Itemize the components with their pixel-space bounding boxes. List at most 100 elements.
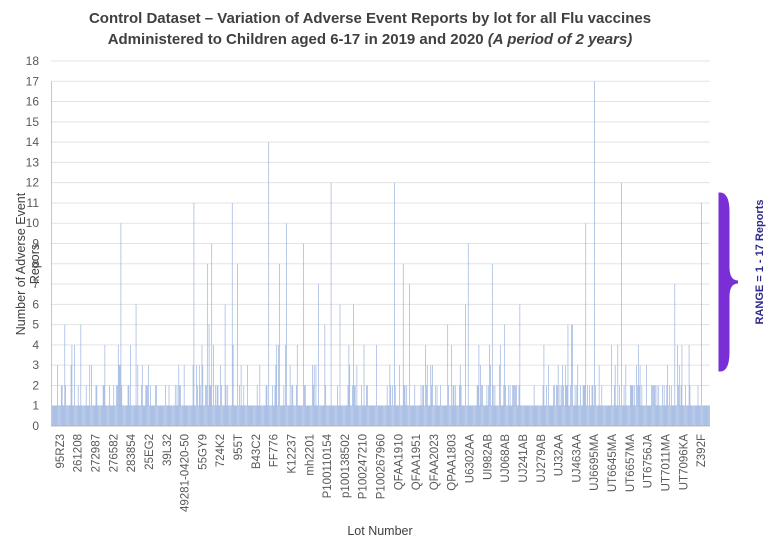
bar bbox=[410, 405, 411, 426]
bar bbox=[698, 405, 700, 426]
bar bbox=[405, 405, 407, 426]
x-tick-label: 49281-0420-50 bbox=[180, 434, 192, 512]
bar bbox=[676, 405, 677, 426]
bar bbox=[469, 405, 471, 426]
bar bbox=[706, 405, 708, 426]
bar bbox=[311, 405, 312, 426]
bar bbox=[675, 405, 677, 426]
bar bbox=[168, 385, 170, 426]
bar bbox=[600, 405, 602, 426]
bar bbox=[319, 405, 320, 426]
bar bbox=[392, 385, 393, 426]
bar bbox=[669, 385, 670, 426]
bar bbox=[323, 405, 325, 426]
bar bbox=[460, 385, 462, 426]
bar bbox=[486, 385, 488, 426]
bar bbox=[538, 405, 539, 426]
bar bbox=[589, 405, 591, 426]
bar bbox=[259, 365, 261, 426]
bar bbox=[135, 304, 137, 426]
bar bbox=[155, 385, 156, 426]
bar bbox=[670, 385, 672, 426]
bar bbox=[335, 405, 336, 426]
bar bbox=[193, 202, 195, 426]
gridlines bbox=[51, 60, 710, 427]
bar bbox=[260, 405, 262, 426]
bar bbox=[381, 405, 383, 426]
bar bbox=[337, 405, 339, 426]
bar bbox=[273, 405, 275, 426]
chart-title-line2-text: Administered to Children aged 6-17 in 20… bbox=[107, 31, 484, 48]
bar bbox=[527, 405, 529, 426]
bar bbox=[348, 344, 350, 426]
bar bbox=[90, 405, 91, 426]
range-brace-icon bbox=[718, 192, 739, 372]
bar bbox=[649, 405, 651, 426]
bar bbox=[607, 405, 609, 426]
bar bbox=[530, 405, 531, 426]
bar bbox=[123, 405, 124, 426]
bar bbox=[571, 324, 572, 426]
bars-group bbox=[51, 81, 710, 427]
bar bbox=[694, 405, 696, 426]
bar bbox=[490, 365, 491, 426]
bar bbox=[542, 385, 544, 426]
x-tick-label: K12237 bbox=[286, 434, 298, 474]
bar bbox=[245, 405, 246, 426]
bar bbox=[580, 385, 581, 426]
bar bbox=[532, 405, 534, 426]
bar bbox=[553, 385, 555, 426]
bar bbox=[404, 385, 406, 426]
bar bbox=[511, 405, 513, 426]
bar bbox=[143, 405, 145, 426]
bar bbox=[156, 385, 157, 426]
bar bbox=[303, 243, 304, 426]
bar bbox=[519, 304, 521, 426]
bar bbox=[107, 405, 108, 426]
bar bbox=[200, 405, 202, 426]
bar bbox=[141, 365, 143, 426]
bar bbox=[309, 405, 311, 426]
bar bbox=[122, 405, 124, 426]
bar bbox=[422, 385, 424, 426]
x-tick-label: B43C2 bbox=[251, 434, 263, 469]
bar bbox=[258, 405, 260, 426]
x-tick-label: UI982AB bbox=[482, 434, 494, 480]
bar bbox=[516, 405, 518, 426]
bar bbox=[630, 385, 632, 426]
y-tick-label: 14 bbox=[26, 135, 40, 149]
bar bbox=[371, 405, 373, 426]
bar bbox=[504, 324, 506, 426]
bar bbox=[561, 385, 563, 426]
bar bbox=[423, 385, 425, 426]
bar bbox=[457, 405, 458, 426]
y-tick-label: 0 bbox=[32, 419, 39, 433]
bar bbox=[502, 405, 504, 426]
bar bbox=[654, 385, 656, 426]
bar bbox=[280, 405, 281, 426]
bar bbox=[226, 405, 228, 426]
bar bbox=[256, 385, 258, 426]
bar bbox=[430, 365, 432, 426]
bar bbox=[367, 385, 368, 426]
bar bbox=[594, 81, 595, 427]
bar bbox=[697, 385, 699, 426]
bar bbox=[692, 405, 693, 426]
bar bbox=[459, 385, 460, 426]
bar bbox=[360, 405, 361, 426]
bar bbox=[139, 405, 140, 426]
bar bbox=[129, 405, 131, 426]
y-tick-label: 15 bbox=[26, 115, 40, 129]
bar bbox=[217, 385, 219, 426]
bar bbox=[304, 385, 305, 426]
bar bbox=[679, 405, 681, 426]
bar bbox=[376, 344, 377, 426]
bar bbox=[69, 405, 71, 426]
bar bbox=[645, 405, 646, 426]
bar bbox=[109, 385, 110, 426]
bar bbox=[593, 405, 595, 426]
bar bbox=[60, 385, 62, 426]
bar bbox=[650, 405, 652, 426]
y-tick-label: 8 bbox=[32, 257, 39, 271]
bar bbox=[102, 385, 104, 426]
